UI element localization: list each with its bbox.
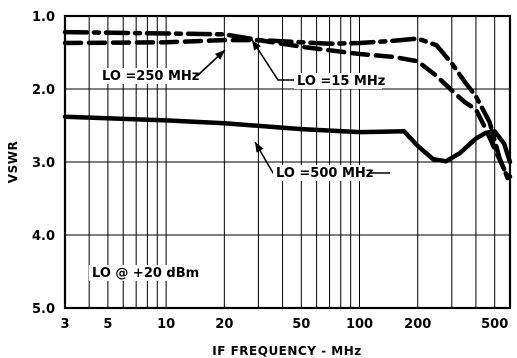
annotation-background [294,73,382,89]
labels: VSWR IF FREQUENCY - MHz 3 5 10 20 50 100 200 50… [6,10,508,358]
label-lo-500: LO =500 MHz [276,166,373,181]
x-tick-label: 500 [481,317,508,332]
y-axis-title: VSWR [6,141,20,183]
annotation-background [99,68,196,84]
x-tick-label: 50 [292,317,310,332]
series-line-lo-250-mhz [62,37,513,179]
x-tick-label: 3 [60,317,69,332]
annotation-leaders [196,39,390,174]
leader-lo-15 [251,39,294,81]
y-tick-label: 3.0 [32,156,55,171]
y-tick-label: 2.0 [32,83,55,98]
x-tick-label: 200 [404,317,431,332]
x-tick-label: 5 [103,317,112,332]
x-tick-label: 10 [157,317,175,332]
annotation-background [273,165,370,181]
leader-lo-500-arrowhead [255,142,264,153]
x-tick-label: 100 [346,317,373,332]
annotation-background [89,265,194,281]
series-line-lo-500-mhz [62,114,513,165]
leader-lo-250-arrowhead [214,50,225,60]
label-lo-15: LO =15 MHz [297,74,385,89]
series-line-lo-15-mhz [62,29,513,187]
curves [62,29,513,187]
label-lo-drive: LO @ +20 dBm [92,266,199,281]
y-tick-label: 1.0 [32,10,55,25]
x-tick-label: 20 [215,317,233,332]
x-axis-title: IF FREQUENCY - MHz [212,344,361,358]
label-lo-250: LO =250 MHz [102,69,199,84]
y-tick-label: 5.0 [32,302,55,317]
leader-lo-15-arrowhead [252,40,261,51]
y-tick-label: 4.0 [32,229,55,244]
